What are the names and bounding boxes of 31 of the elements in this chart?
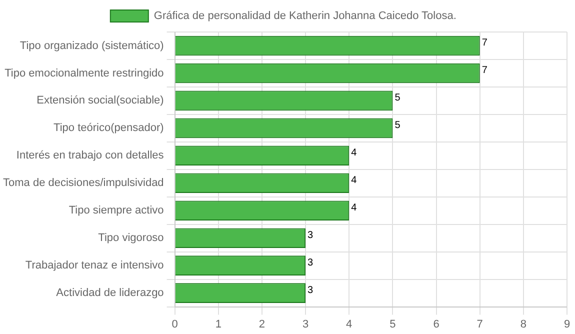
y-tick-label: Tipo teórico(pensador) — [54, 122, 164, 134]
x-tick-label: 1 — [215, 318, 222, 330]
data-label: 3 — [308, 230, 314, 241]
x-tick-label: 2 — [258, 318, 266, 330]
x-tick-label: 7 — [476, 318, 483, 330]
y-tick-label: Toma de decisiones/impulsividad — [2, 177, 164, 190]
x-tick-label: 6 — [433, 318, 440, 330]
x-tick-label: 4 — [346, 318, 352, 330]
data-label: 5 — [394, 92, 401, 104]
x-tick-label: 0 — [172, 318, 178, 330]
data-label: 4 — [351, 202, 358, 214]
y-tick-label: Extensión social(sociable) — [36, 94, 164, 107]
x-tick-label: 8 — [520, 318, 526, 330]
y-tick-label: Tipo emocionalmente restringido — [4, 67, 164, 80]
x-tick-label: 9 — [564, 318, 570, 330]
x-tick-label: 5 — [390, 318, 396, 330]
data-label: 4 — [351, 147, 358, 158]
data-label: 7 — [482, 37, 488, 48]
y-tick-label: Tipo organizado (sistemático) — [20, 40, 164, 52]
y-tick-label: Actividad de liderazgo — [56, 287, 164, 300]
y-tick-label: Tipo siempre activo — [68, 204, 164, 217]
legend-label: Gráfica de personalidad de Katherin Johanna Caicedo Tolosa. — [154, 10, 456, 22]
x-tick-label: 3 — [302, 318, 309, 330]
data-label: 5 — [394, 120, 401, 131]
data-label: 4 — [351, 174, 358, 186]
data-label: 3 — [308, 257, 314, 268]
data-label: 3 — [308, 284, 314, 296]
y-tick-label: Trabajador tenaz e intensivo — [25, 260, 164, 272]
y-tick-label: Tipo vigoroso — [98, 232, 164, 244]
data-label: 7 — [482, 64, 488, 76]
y-tick-label: Interés en trabajo con detalles — [16, 150, 164, 162]
